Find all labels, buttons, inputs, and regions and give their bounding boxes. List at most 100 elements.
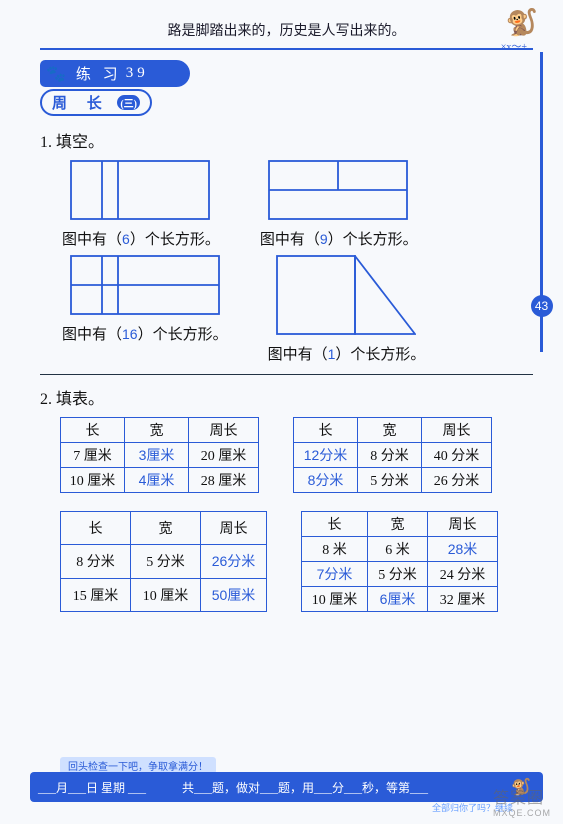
table-cell: 40 分米 bbox=[422, 443, 492, 468]
table-row: 12分米8 分米40 分米 bbox=[294, 443, 492, 468]
section-separator bbox=[40, 374, 533, 375]
data-table-4: 长宽周长8 米6 米28米7分米5 分米24 分米10 厘米6厘米32 厘米 bbox=[301, 511, 498, 612]
cap-pre: 图中有（ bbox=[62, 232, 122, 248]
table-cell: 28 厘米 bbox=[189, 468, 259, 493]
table-cell: 10 厘米 bbox=[61, 468, 125, 493]
table-row: 7分米5 分米24 分米 bbox=[302, 562, 498, 587]
table-cell: 5 分米 bbox=[368, 562, 428, 587]
shape-4-svg bbox=[276, 255, 416, 335]
cap-ans: 16 bbox=[122, 326, 138, 342]
table-row: 15 厘米10 厘米50厘米 bbox=[61, 578, 267, 611]
table-cell: 20 厘米 bbox=[189, 443, 259, 468]
table-cell: 7分米 bbox=[302, 562, 368, 587]
table-row: 10 厘米6厘米32 厘米 bbox=[302, 587, 498, 612]
cap-ans: 9 bbox=[320, 231, 328, 247]
table-cell: 15 厘米 bbox=[61, 578, 131, 611]
subtitle-text: 周 长 bbox=[52, 92, 110, 113]
table-row: 8分米5 分米26 分米 bbox=[294, 468, 492, 493]
table-cell: 12分米 bbox=[294, 443, 358, 468]
header-decor: ×x～+ bbox=[501, 38, 527, 53]
table-header: 宽 bbox=[368, 512, 428, 537]
exercise-title-number: 39 bbox=[126, 65, 149, 82]
cap-pre: 图中有（ bbox=[268, 347, 328, 363]
table-cell: 26分米 bbox=[201, 545, 267, 578]
table-cell: 28米 bbox=[428, 537, 498, 562]
q2-label: 2. 填表。 bbox=[40, 385, 533, 409]
shape-3-caption: 图中有（16）个长方形。 bbox=[62, 323, 228, 344]
subtitle-badge: (三) bbox=[117, 95, 140, 110]
cap-pre: 图中有（ bbox=[62, 327, 122, 343]
shape-1-caption: 图中有（6）个长方形。 bbox=[62, 228, 220, 249]
watermark-main: 答案圈 bbox=[493, 790, 544, 807]
table-header: 宽 bbox=[131, 512, 201, 545]
table-header: 宽 bbox=[125, 418, 189, 443]
shape-2-caption: 图中有（9）个长方形。 bbox=[260, 228, 418, 249]
shape-4: 图中有（1）个长方形。 bbox=[276, 255, 426, 364]
table-cell: 10 厘米 bbox=[302, 587, 368, 612]
table-row: 7 厘米3厘米20 厘米 bbox=[61, 443, 259, 468]
table-header: 长 bbox=[294, 418, 358, 443]
table-header: 周长 bbox=[201, 512, 267, 545]
table-cell: 5 分米 bbox=[358, 468, 422, 493]
table-cell: 3厘米 bbox=[125, 443, 189, 468]
page-number-badge: 43 bbox=[531, 295, 553, 317]
cap-post: ）个长方形。 bbox=[328, 232, 418, 248]
shape-1: 图中有（6）个长方形。 bbox=[70, 160, 220, 249]
shape-3: 图中有（16）个长方形。 bbox=[70, 255, 228, 364]
cap-post: ）个长方形。 bbox=[138, 327, 228, 343]
q1-label: 1. 填空。 bbox=[40, 128, 533, 152]
watermark: 答案圈 MXQE.COM bbox=[493, 784, 551, 818]
table-cell: 8分米 bbox=[294, 468, 358, 493]
data-table-1: 长宽周长7 厘米3厘米20 厘米10 厘米4厘米28 厘米 bbox=[60, 417, 259, 493]
table-cell: 26 分米 bbox=[422, 468, 492, 493]
shape-3-svg bbox=[70, 255, 220, 315]
table-header: 宽 bbox=[358, 418, 422, 443]
watermark-sub: MXQE.COM bbox=[493, 808, 551, 818]
shape-1-svg bbox=[70, 160, 210, 220]
shape-2: 图中有（9）个长方形。 bbox=[268, 160, 418, 249]
shape-row-1: 图中有（6）个长方形。 图中有（9）个长方形。 bbox=[40, 160, 533, 249]
table-row: 8 分米5 分米26分米 bbox=[61, 545, 267, 578]
data-table-2: 长宽周长12分米8 分米40 分米8分米5 分米26 分米 bbox=[293, 417, 492, 493]
table-cell: 5 分米 bbox=[131, 545, 201, 578]
header-rule bbox=[40, 48, 533, 50]
table-cell: 6厘米 bbox=[368, 587, 428, 612]
table-cell: 4厘米 bbox=[125, 468, 189, 493]
worksheet-page: 路是脚踏出来的，历史是人写出来的。 🐒 ×x～+ 43 🐾 练 习 39 周 长… bbox=[0, 0, 563, 824]
data-table-3: 长宽周长8 分米5 分米26分米15 厘米10 厘米50厘米 bbox=[60, 511, 267, 612]
monkey-icon: 🐒 bbox=[506, 8, 538, 38]
table-cell: 6 米 bbox=[368, 537, 428, 562]
cap-post: ）个长方形。 bbox=[335, 347, 425, 363]
table-cell: 8 分米 bbox=[358, 443, 422, 468]
table-header: 长 bbox=[302, 512, 368, 537]
table-row: 10 厘米4厘米28 厘米 bbox=[61, 468, 259, 493]
table-cell: 8 米 bbox=[302, 537, 368, 562]
table-cell: 32 厘米 bbox=[428, 587, 498, 612]
header-quote: 路是脚踏出来的，历史是人写出来的。 bbox=[40, 20, 533, 40]
exercise-title: 🐾 练 习 39 bbox=[40, 60, 190, 87]
table-cell: 24 分米 bbox=[428, 562, 498, 587]
table-header: 周长 bbox=[189, 418, 259, 443]
tables-container: 长宽周长7 厘米3厘米20 厘米10 厘米4厘米28 厘米长宽周长12分米8 分… bbox=[40, 417, 533, 612]
table-cell: 8 分米 bbox=[61, 545, 131, 578]
footer-line: ___月___日 星期 ___ 共___题，做对___题，用___分___秒，等… bbox=[38, 779, 428, 796]
table-header: 周长 bbox=[428, 512, 498, 537]
exercise-subtitle: 周 长 (三) bbox=[40, 89, 152, 116]
shape-2-svg bbox=[268, 160, 408, 220]
mascot-icon: 🐾 bbox=[46, 64, 70, 84]
exercise-title-prefix: 练 习 bbox=[76, 63, 122, 84]
shape-row-2: 图中有（16）个长方形。 图中有（1）个长方形。 bbox=[40, 255, 533, 364]
table-row: 8 米6 米28米 bbox=[302, 537, 498, 562]
table-cell: 50厘米 bbox=[201, 578, 267, 611]
cap-post: ）个长方形。 bbox=[130, 232, 220, 248]
table-header: 周长 bbox=[422, 418, 492, 443]
footer-band: ___月___日 星期 ___ 共___题，做对___题，用___分___秒，等… bbox=[30, 772, 543, 802]
exercise-header: 🐾 练 习 39 周 长 (三) bbox=[40, 60, 533, 116]
table-cell: 7 厘米 bbox=[61, 443, 125, 468]
cap-ans: 6 bbox=[122, 231, 130, 247]
cap-pre: 图中有（ bbox=[260, 232, 320, 248]
shape-4-caption: 图中有（1）个长方形。 bbox=[268, 343, 426, 364]
table-header: 长 bbox=[61, 512, 131, 545]
table-cell: 10 厘米 bbox=[131, 578, 201, 611]
table-header: 长 bbox=[61, 418, 125, 443]
